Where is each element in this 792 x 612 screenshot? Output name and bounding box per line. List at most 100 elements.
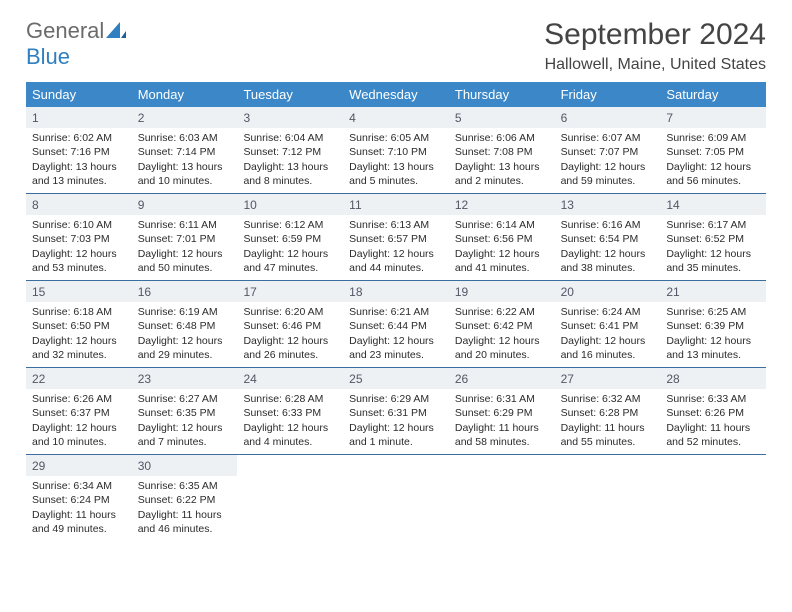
day-line-d2: and 59 minutes. [561,174,655,188]
day-number: 13 [555,194,661,215]
day-line-ss: Sunset: 6:50 PM [32,319,126,333]
day-line-sr: Sunrise: 6:18 AM [32,305,126,319]
day-body: Sunrise: 6:05 AMSunset: 7:10 PMDaylight:… [343,128,449,192]
day-header: Sunday [26,82,132,107]
day-cell: 21Sunrise: 6:25 AMSunset: 6:39 PMDayligh… [660,281,766,367]
day-cell: 1Sunrise: 6:02 AMSunset: 7:16 PMDaylight… [26,107,132,193]
day-line-d2: and 47 minutes. [243,261,337,275]
day-body: Sunrise: 6:25 AMSunset: 6:39 PMDaylight:… [660,302,766,366]
day-body: Sunrise: 6:04 AMSunset: 7:12 PMDaylight:… [237,128,343,192]
day-number: 6 [555,107,661,128]
day-line-d1: Daylight: 12 hours [666,247,760,261]
day-line-d1: Daylight: 13 hours [32,160,126,174]
day-number: 20 [555,281,661,302]
day-number: 9 [132,194,238,215]
day-cell [449,455,555,541]
day-line-d1: Daylight: 12 hours [561,334,655,348]
day-line-sr: Sunrise: 6:33 AM [666,392,760,406]
day-cell: 9Sunrise: 6:11 AMSunset: 7:01 PMDaylight… [132,194,238,280]
day-header: Tuesday [237,82,343,107]
day-line-ss: Sunset: 7:10 PM [349,145,443,159]
day-line-d1: Daylight: 12 hours [243,334,337,348]
month-title: September 2024 [544,18,766,52]
day-number: 11 [343,194,449,215]
day-line-sr: Sunrise: 6:06 AM [455,131,549,145]
day-cell: 29Sunrise: 6:34 AMSunset: 6:24 PMDayligh… [26,455,132,541]
day-line-d1: Daylight: 12 hours [138,421,232,435]
day-line-d1: Daylight: 11 hours [666,421,760,435]
day-body: Sunrise: 6:19 AMSunset: 6:48 PMDaylight:… [132,302,238,366]
day-line-sr: Sunrise: 6:02 AM [32,131,126,145]
day-header: Wednesday [343,82,449,107]
day-number: 21 [660,281,766,302]
day-line-ss: Sunset: 6:56 PM [455,232,549,246]
day-line-d1: Daylight: 11 hours [561,421,655,435]
day-line-sr: Sunrise: 6:04 AM [243,131,337,145]
day-line-d1: Daylight: 12 hours [349,247,443,261]
day-line-ss: Sunset: 6:28 PM [561,406,655,420]
day-cell: 16Sunrise: 6:19 AMSunset: 6:48 PMDayligh… [132,281,238,367]
week-row: 22Sunrise: 6:26 AMSunset: 6:37 PMDayligh… [26,368,766,455]
day-cell: 5Sunrise: 6:06 AMSunset: 7:08 PMDaylight… [449,107,555,193]
day-cell: 2Sunrise: 6:03 AMSunset: 7:14 PMDaylight… [132,107,238,193]
day-number: 26 [449,368,555,389]
day-cell: 3Sunrise: 6:04 AMSunset: 7:12 PMDaylight… [237,107,343,193]
day-cell [555,455,661,541]
day-line-d2: and 16 minutes. [561,348,655,362]
location-text: Hallowell, Maine, United States [544,56,766,74]
day-line-d1: Daylight: 12 hours [666,334,760,348]
day-line-d1: Daylight: 12 hours [243,247,337,261]
day-line-d1: Daylight: 13 hours [138,160,232,174]
day-cell: 14Sunrise: 6:17 AMSunset: 6:52 PMDayligh… [660,194,766,280]
logo-sail-icon [106,22,126,38]
day-line-sr: Sunrise: 6:32 AM [561,392,655,406]
logo-text-general: General [26,18,104,43]
logo-text-blue: Blue [26,44,70,69]
day-cell: 4Sunrise: 6:05 AMSunset: 7:10 PMDaylight… [343,107,449,193]
day-line-ss: Sunset: 6:59 PM [243,232,337,246]
day-number: 4 [343,107,449,128]
day-line-ss: Sunset: 7:08 PM [455,145,549,159]
day-line-ss: Sunset: 6:41 PM [561,319,655,333]
day-line-d2: and 8 minutes. [243,174,337,188]
day-line-ss: Sunset: 6:54 PM [561,232,655,246]
day-number: 17 [237,281,343,302]
day-cell: 22Sunrise: 6:26 AMSunset: 6:37 PMDayligh… [26,368,132,454]
day-number: 8 [26,194,132,215]
day-line-ss: Sunset: 6:29 PM [455,406,549,420]
day-line-d2: and 7 minutes. [138,435,232,449]
day-number: 12 [449,194,555,215]
day-line-sr: Sunrise: 6:12 AM [243,218,337,232]
day-cell: 28Sunrise: 6:33 AMSunset: 6:26 PMDayligh… [660,368,766,454]
day-cell: 17Sunrise: 6:20 AMSunset: 6:46 PMDayligh… [237,281,343,367]
day-cell: 30Sunrise: 6:35 AMSunset: 6:22 PMDayligh… [132,455,238,541]
logo: General Blue [26,18,126,70]
day-line-ss: Sunset: 6:35 PM [138,406,232,420]
day-number: 18 [343,281,449,302]
day-line-sr: Sunrise: 6:13 AM [349,218,443,232]
day-body: Sunrise: 6:31 AMSunset: 6:29 PMDaylight:… [449,389,555,453]
day-line-sr: Sunrise: 6:05 AM [349,131,443,145]
day-body: Sunrise: 6:10 AMSunset: 7:03 PMDaylight:… [26,215,132,279]
day-line-sr: Sunrise: 6:07 AM [561,131,655,145]
day-body: Sunrise: 6:28 AMSunset: 6:33 PMDaylight:… [237,389,343,453]
day-line-d2: and 56 minutes. [666,174,760,188]
day-line-d2: and 4 minutes. [243,435,337,449]
day-number: 7 [660,107,766,128]
calendar: SundayMondayTuesdayWednesdayThursdayFrid… [26,82,766,541]
day-header: Saturday [660,82,766,107]
day-header: Thursday [449,82,555,107]
day-line-ss: Sunset: 6:57 PM [349,232,443,246]
day-cell: 20Sunrise: 6:24 AMSunset: 6:41 PMDayligh… [555,281,661,367]
day-line-ss: Sunset: 7:05 PM [666,145,760,159]
day-line-ss: Sunset: 7:07 PM [561,145,655,159]
day-cell: 24Sunrise: 6:28 AMSunset: 6:33 PMDayligh… [237,368,343,454]
day-body: Sunrise: 6:34 AMSunset: 6:24 PMDaylight:… [26,476,132,540]
day-line-sr: Sunrise: 6:17 AM [666,218,760,232]
day-line-d2: and 49 minutes. [32,522,126,536]
day-line-sr: Sunrise: 6:19 AM [138,305,232,319]
day-line-d2: and 10 minutes. [138,174,232,188]
day-cell: 27Sunrise: 6:32 AMSunset: 6:28 PMDayligh… [555,368,661,454]
day-number: 25 [343,368,449,389]
day-line-d1: Daylight: 12 hours [666,160,760,174]
